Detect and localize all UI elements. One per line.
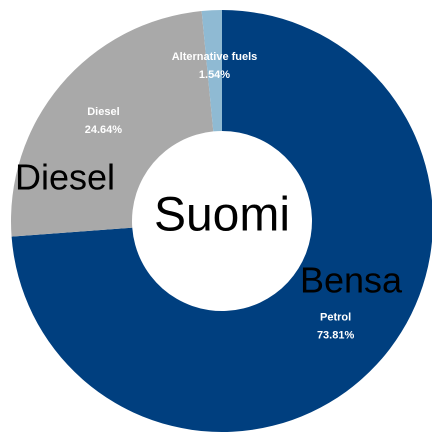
donut-slice [11,10,432,432]
slice-category-label: Petrol [320,311,351,323]
slice-value-label: 1.54% [199,69,230,81]
slice-category-label: Diesel [87,106,119,118]
slice-value-label: 73.81% [317,329,355,341]
slice-category-label: Alternative fuels [172,51,258,63]
donut-slice [201,10,222,132]
annotation: Suomi [154,189,290,242]
donut-slice [11,10,214,237]
slice-value-label: 24.64% [85,124,123,136]
annotation: Bensa [300,260,403,301]
annotation: Diesel [15,157,115,198]
